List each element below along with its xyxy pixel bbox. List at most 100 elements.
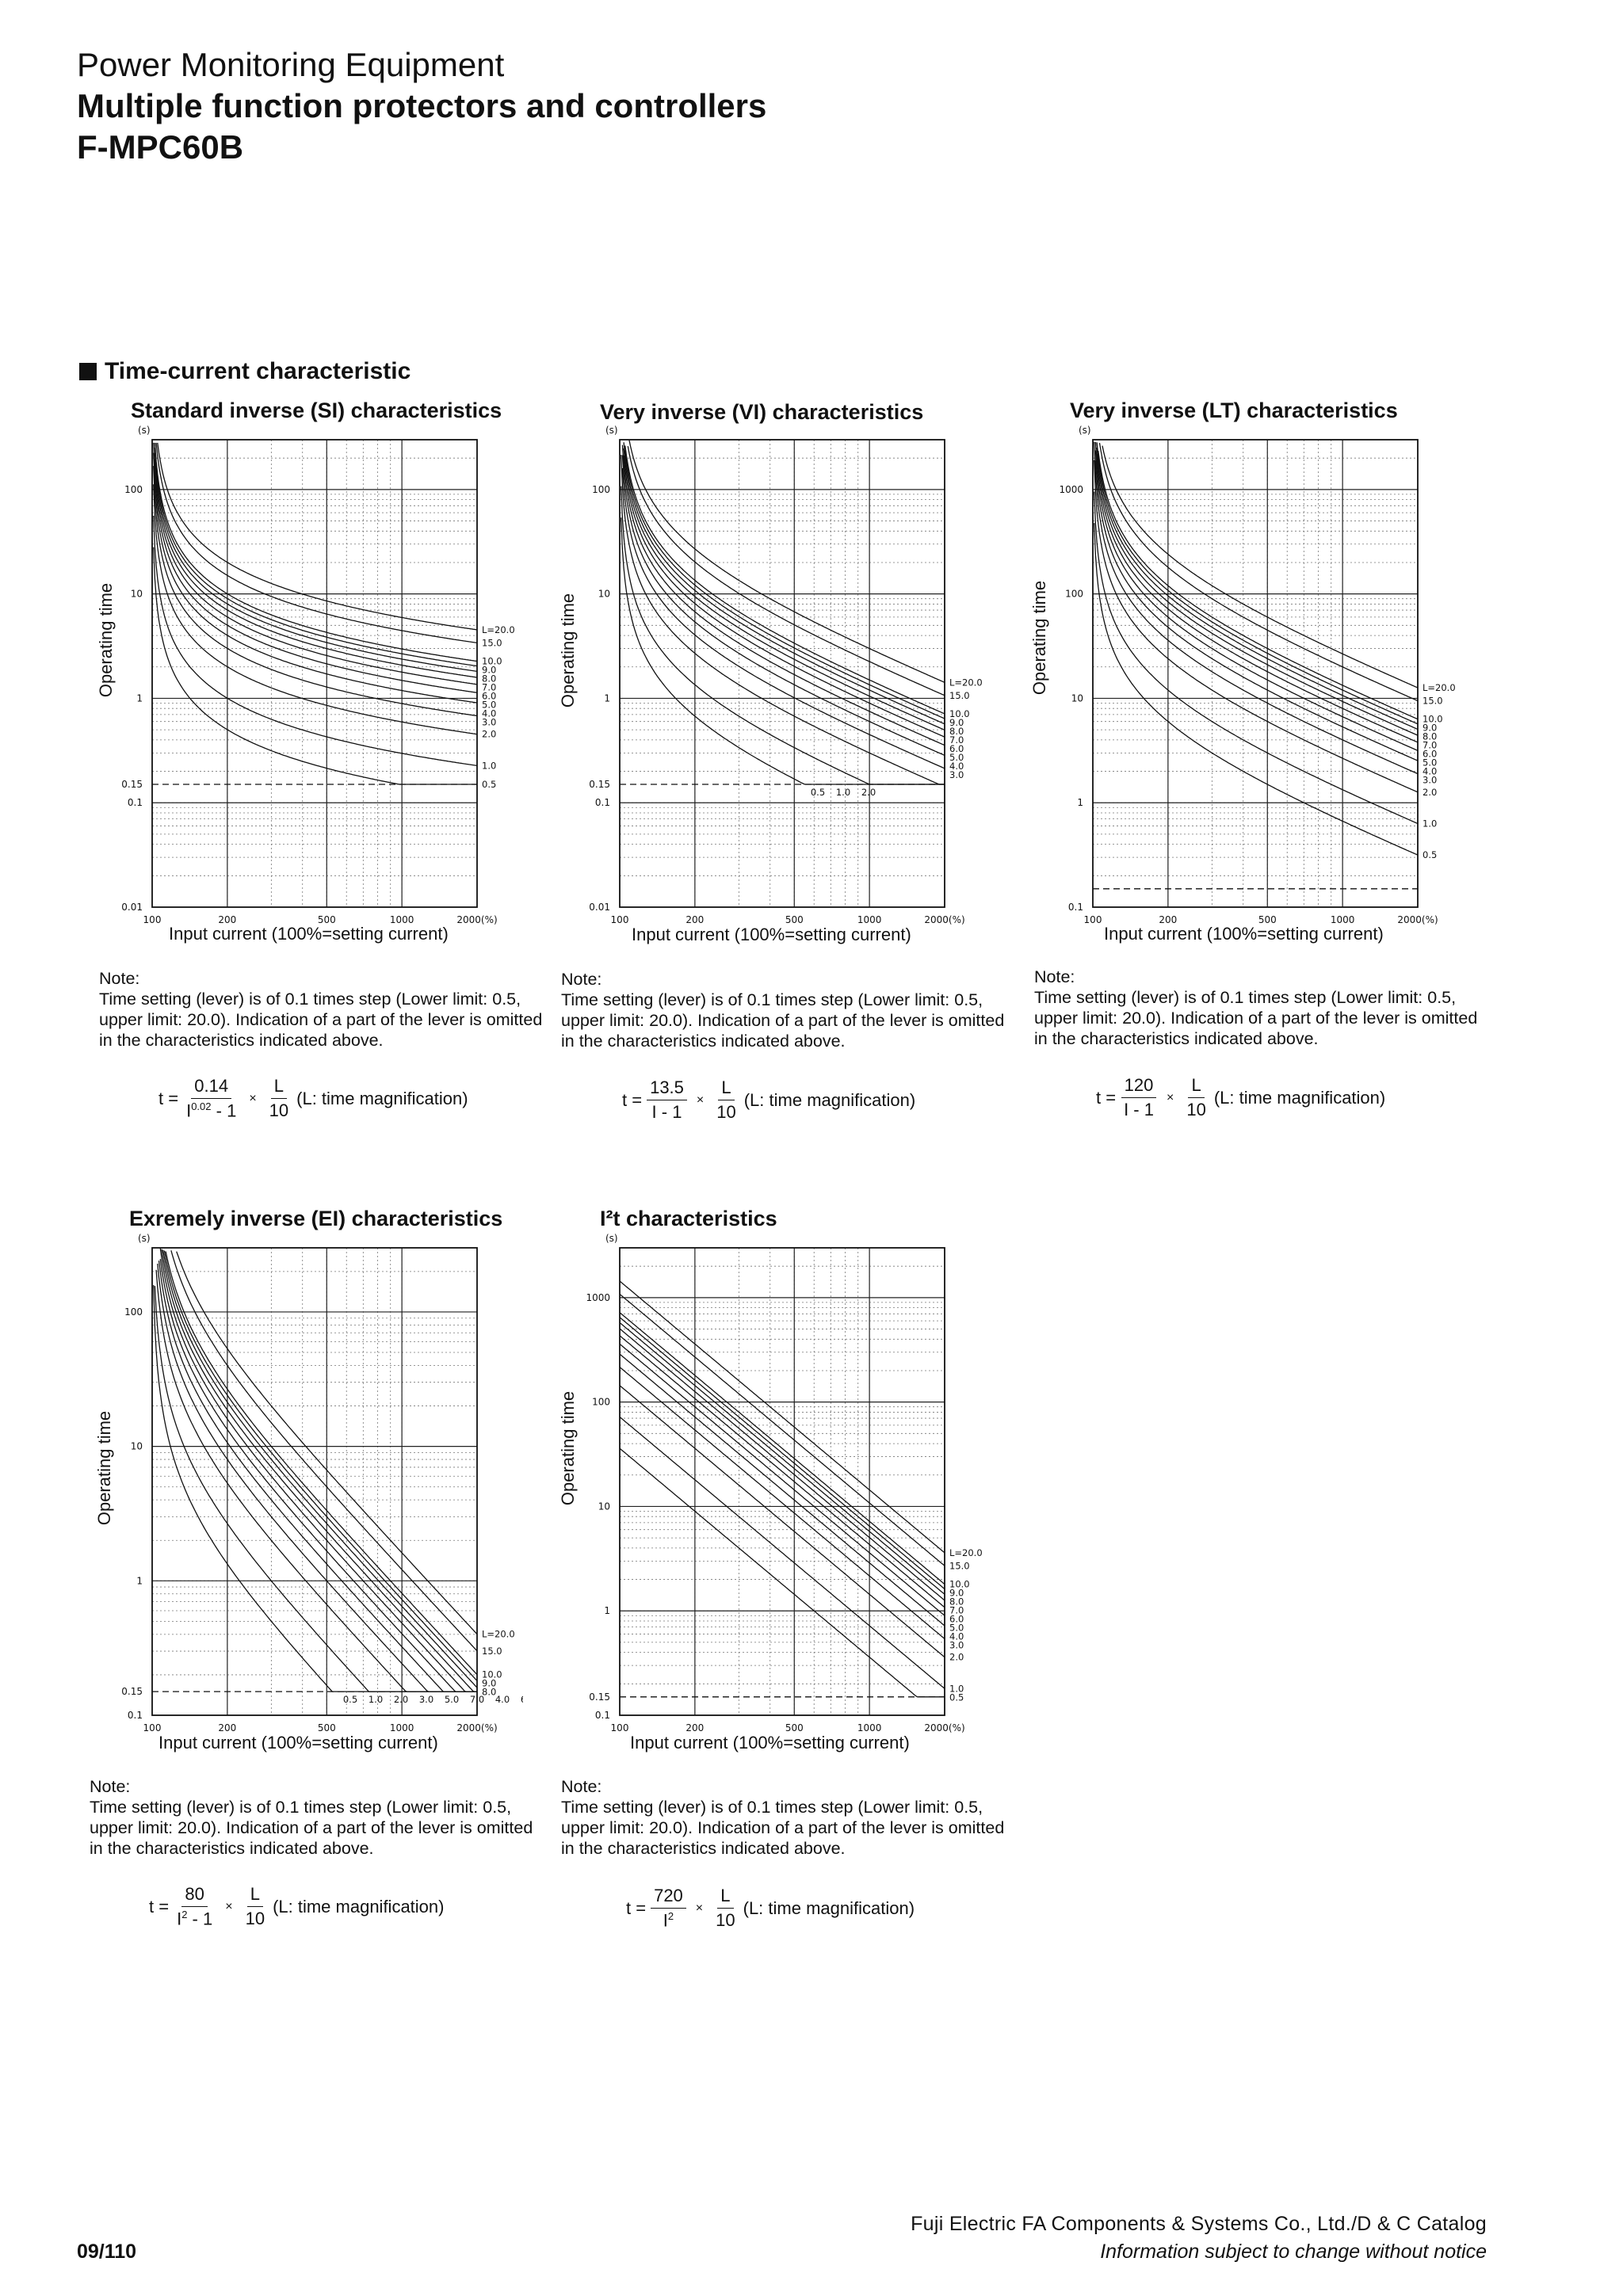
note-heading: Note: (561, 1777, 602, 1796)
x-tick-label: 100 (143, 914, 162, 925)
times-sign: × (1166, 1090, 1174, 1104)
x-axis-label-si: Input current (100%=setting current) (169, 924, 449, 944)
formula-vi: t = 13.5 I - 1 × L 10 (L: time magnifica… (622, 1077, 915, 1123)
lever-label: 3.0 (949, 769, 964, 780)
formula-fraction: 13.5 I - 1 (647, 1077, 687, 1123)
x-tick-label: 1000 (1331, 914, 1355, 925)
unit-label: (s) (605, 1233, 618, 1244)
lever-label: 9.0 (482, 1678, 496, 1689)
formula-exponent: 2 (667, 1910, 674, 1922)
curve-lever-6 (1094, 441, 1419, 743)
chart-title-lt: Very inverse (LT) characteristics (1070, 399, 1398, 422)
category-heading: Power Monitoring Equipment (77, 46, 505, 83)
curve-lever-20 (176, 1251, 478, 1635)
curve-lever-6 (154, 466, 478, 685)
curve-lever-7 (161, 1249, 477, 1692)
curve-lever-8 (162, 1249, 478, 1688)
y-tick-label: 0.15 (589, 779, 610, 790)
formula-fraction: 0.14 I0.02 - 1 (183, 1076, 239, 1121)
lever-denominator: 10 (1186, 1100, 1206, 1119)
lever-label: 8.0 (482, 1687, 496, 1698)
y-axis-label-i2t: Operating time (558, 1390, 579, 1506)
chart-title-si: Standard inverse (SI) characteristics (131, 399, 502, 422)
curve-lever-15 (1098, 442, 1419, 702)
curve-lever-9 (154, 447, 478, 667)
lever-label: 4.0 (1423, 766, 1437, 777)
lever-label: 5.0 (482, 700, 496, 711)
note-lt: Note: Time setting (lever) is of 0.1 tim… (1034, 967, 1478, 1049)
formula-t: t = (626, 1897, 647, 1918)
note-heading: Note: (561, 970, 602, 989)
lever-label: 5.0 (949, 752, 964, 763)
lever-numerator: L (270, 1076, 288, 1100)
curve-lever-7 (1096, 453, 1419, 736)
lever-label: 9.0 (949, 717, 964, 728)
lever-label: 0.5 (482, 779, 496, 790)
y-tick-label: 1000 (586, 1292, 610, 1303)
inline-lever-label: 6.0 (521, 1694, 523, 1705)
inline-lever-label: 7.0 (470, 1694, 484, 1705)
lever-label: 4.0 (949, 1631, 964, 1642)
lever-label: 8.0 (1423, 731, 1437, 742)
lever-label: 4.0 (482, 708, 496, 719)
plot-frame (619, 1247, 945, 1716)
formula-denominator: I2 (660, 1909, 677, 1931)
lever-label: 7.0 (949, 734, 964, 746)
lever-numerator: L (1188, 1075, 1205, 1098)
y-axis-label-lt: Operating time (1029, 580, 1050, 696)
curve-lever-4 (1094, 460, 1419, 761)
curve-lever-8 (154, 452, 478, 673)
x-tick-label: 500 (785, 1722, 804, 1733)
lever-label: 3.0 (1423, 775, 1437, 786)
curve-lever-3 (621, 467, 945, 769)
lever-fraction: L 10 (713, 1077, 739, 1123)
lever-label: L=20.0 (949, 677, 983, 688)
unit-label: (s) (138, 425, 151, 436)
lever-label: 5.0 (949, 1623, 964, 1634)
plot-frame (1092, 439, 1419, 908)
y-tick-label: 100 (124, 1306, 143, 1318)
curve-lever-9 (1096, 442, 1419, 725)
note-text: Time setting (lever) is of 0.1 times ste… (90, 1798, 533, 1858)
lever-denominator: 10 (716, 1102, 736, 1122)
curve-lever-0-5 (153, 1285, 477, 1692)
x-tick-label: 200 (1159, 914, 1177, 925)
x-tick-label: 2000(%) (456, 1722, 497, 1733)
curve-lever-4 (153, 452, 478, 704)
times-sign: × (696, 1093, 705, 1107)
y-tick-label: 0.1 (595, 1710, 610, 1721)
inline-lever-label: 2.0 (861, 787, 876, 798)
curve-lever-20 (619, 1280, 945, 1554)
x-tick-label: 1000 (857, 1722, 882, 1733)
y-tick-label: 0.15 (121, 779, 143, 790)
curve-lever-1 (153, 515, 478, 767)
formula-fraction: 120 I - 1 (1121, 1075, 1157, 1120)
y-tick-label: 10 (1071, 692, 1083, 704)
formula-t: t = (149, 1896, 170, 1917)
formula-numerator: 80 (181, 1884, 208, 1907)
formula-exponent: 2 (181, 1909, 188, 1920)
x-tick-label: 2000(%) (924, 1722, 964, 1733)
lever-label: 0.5 (1423, 849, 1437, 860)
lever-label: L=20.0 (482, 1629, 515, 1640)
lever-fraction: L 10 (1183, 1075, 1209, 1120)
curve-lever-8 (1096, 448, 1419, 730)
formula-fraction: 80 I2 - 1 (174, 1884, 216, 1929)
lever-label: 15.0 (949, 1560, 970, 1571)
formula-den-minus: - 1 (211, 1100, 237, 1121)
lever-label: 6.0 (949, 743, 964, 754)
lever-label: 3.0 (482, 717, 496, 728)
lever-label: 6.0 (1423, 749, 1437, 760)
lever-label: 8.0 (949, 726, 964, 737)
x-tick-label: 1000 (857, 914, 882, 925)
lever-label: 2.0 (949, 1652, 964, 1663)
lever-label: 1.0 (1423, 818, 1437, 830)
curve-lever-5 (621, 444, 945, 746)
lever-label: 0.5 (949, 1691, 964, 1703)
y-axis-label-si: Operating time (96, 582, 116, 698)
curve-lever-9 (163, 1250, 478, 1681)
lever-label: 15.0 (482, 637, 502, 648)
x-tick-label: 2000(%) (1397, 914, 1438, 925)
y-tick-label: 0.15 (589, 1691, 610, 1703)
